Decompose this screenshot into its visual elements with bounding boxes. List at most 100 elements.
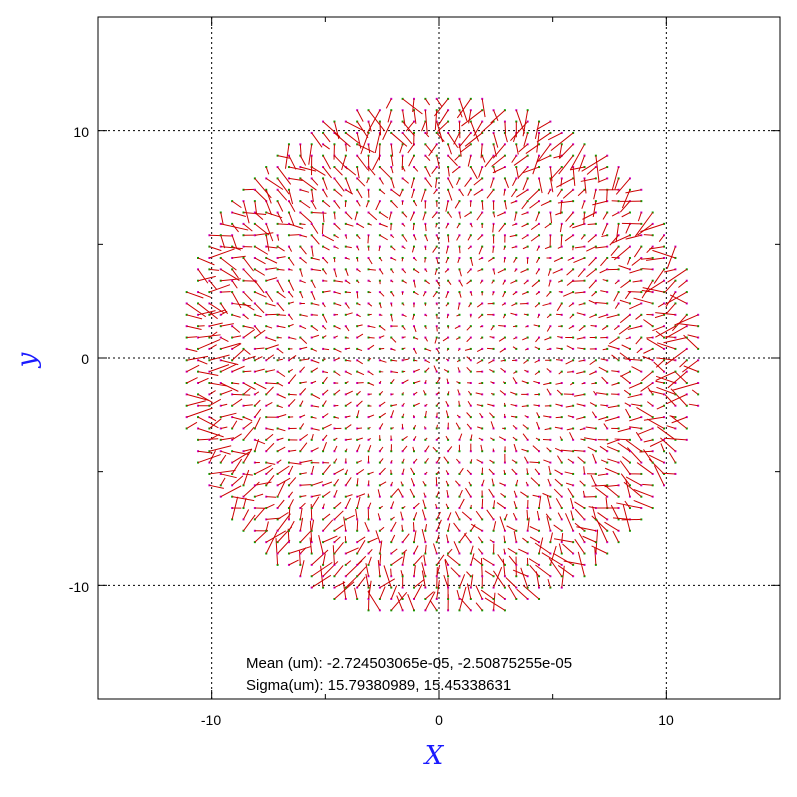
field-vector [642,355,653,361]
field-vector [243,514,256,532]
field-vector [577,347,585,350]
field-vector [334,565,344,577]
field-vector [598,314,608,319]
field-vector [413,235,417,241]
field-vector [413,555,423,566]
field-vector [489,368,494,373]
field-vector [577,456,585,463]
field-vector [322,290,331,293]
field-vector [277,427,286,432]
field-vector [402,533,410,543]
field-vector [412,98,415,113]
field-vector [569,432,574,441]
field-vector [530,223,540,231]
field-vector [529,564,540,577]
field-vector [379,458,384,463]
field-vector [510,403,517,407]
field-vector [424,380,427,384]
field-vector [410,178,415,189]
field-vector [578,325,585,332]
field-vector [639,450,653,453]
field-vector [243,421,253,429]
field-vector [345,371,352,376]
field-vector [677,323,699,327]
field-vector [436,358,440,361]
field-vector [564,471,574,475]
field-vector [277,539,291,554]
field-vector [653,465,665,486]
field-vector [530,477,540,486]
field-vector [266,382,279,385]
field-vector [496,502,506,509]
field-vector [600,290,608,293]
field-vector [334,178,345,192]
field-vector [456,314,460,317]
field-vector [553,257,562,262]
field-vector [277,358,283,361]
field-vector [458,586,467,611]
field-vector [422,480,426,486]
field-vector [186,421,198,429]
field-vector [209,364,230,373]
field-vector [646,401,653,407]
field-vector [481,479,485,486]
field-vector [400,511,404,520]
field-vector [547,269,551,276]
field-vector [402,435,408,441]
field-vector [356,348,363,352]
field-vector [507,584,517,600]
field-vector [613,291,620,302]
field-vector [436,412,438,418]
field-vector [334,189,343,197]
field-vector [605,485,619,498]
field-vector [629,426,642,429]
field-vector [232,255,246,259]
field-vector [209,469,236,475]
field-vector [477,548,483,554]
field-vector [288,200,296,213]
field-vector [567,458,574,463]
field-vector [357,437,363,441]
field-vector [523,456,529,463]
field-vector [679,359,688,368]
field-vector [467,246,472,250]
field-vector [607,458,619,464]
field-vector [356,400,363,407]
field-vector [345,359,352,362]
field-vector [345,477,352,486]
field-vector [607,345,619,350]
field-vector [459,280,464,287]
field-vector [470,553,475,566]
field-vector [288,291,294,298]
field-vector [649,246,665,250]
field-vector [624,500,631,509]
field-vector [333,212,336,220]
field-vector [436,280,441,287]
field-vector [368,358,372,361]
field-vector [390,269,394,274]
field-vector [657,426,676,441]
field-vector [470,166,478,180]
field-vector [321,223,324,235]
field-vector [402,336,406,339]
field-vector [197,454,221,464]
field-vector [591,291,597,297]
field-vector [300,200,311,209]
field-vector [232,382,240,385]
field-vector [664,280,676,294]
field-vector [592,453,597,463]
field-vector [334,541,344,554]
field-vector [356,234,361,240]
field-vector [243,303,255,311]
field-vector [322,513,331,520]
field-vector [447,132,459,148]
field-vector [275,538,279,565]
field-vector [663,337,687,344]
field-vector [466,469,472,475]
field-vector [565,513,574,531]
field-vector [541,552,563,566]
field-vector [458,212,461,219]
field-vector [478,257,483,261]
field-vector [379,586,386,600]
